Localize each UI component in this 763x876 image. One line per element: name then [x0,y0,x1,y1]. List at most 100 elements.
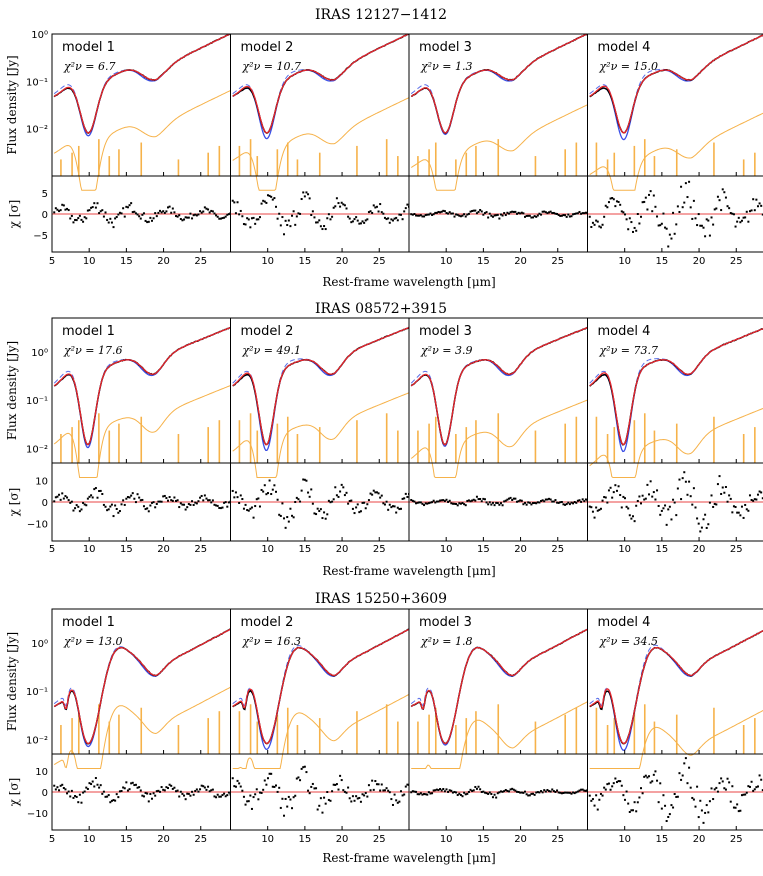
residual-point [578,210,581,213]
x-tick-label: 10 [83,834,96,845]
residual-point [659,224,662,227]
residual-point [480,210,483,213]
residual-point [348,217,351,220]
residual-point [390,798,393,801]
residual-point [78,510,81,513]
residual-point [366,503,369,506]
residual-point [559,214,562,217]
x-tick-label: 15 [656,544,669,555]
residual-point [107,508,110,511]
panel-plot-area [230,34,409,236]
residual-point [445,498,448,501]
residual-point [382,789,385,792]
panel-plot-area [52,34,231,229]
residual-point [644,774,647,777]
residual-point [88,209,91,212]
component-curve [411,701,588,769]
residual-point [210,789,213,792]
residual-point [525,503,528,506]
residual-point [205,207,208,210]
x-tick-label: 15 [120,544,133,555]
residual-point [697,213,700,216]
component-curve [232,694,409,769]
residual-point [348,500,351,503]
residual-point [707,219,710,222]
x-tick-label: 15 [656,834,669,845]
residual-point [286,516,289,519]
residual-point [483,791,486,794]
residual-point [649,190,652,193]
residual-point [396,506,399,509]
residual-point [207,499,210,502]
residual-point [353,218,356,221]
residual-point [361,793,364,796]
residual-point [210,209,213,212]
residual-point [292,796,295,799]
residual-point [234,491,237,494]
residual-point [187,792,190,795]
residual-point [728,781,731,784]
fit-red-curve [589,34,763,134]
residual-point [704,811,707,814]
residual-point [101,209,104,212]
residual-point [603,496,606,499]
residual-point [456,504,459,507]
residual-point [179,217,182,220]
residual-point [474,209,477,212]
residual-point [263,484,266,487]
residual-point [680,185,683,188]
residual-point [567,501,570,504]
chi-tick-label: 0 [42,210,48,221]
residual-point [187,216,190,219]
residual-point [506,789,509,792]
flux-tick-label: 10⁻¹ [26,77,48,88]
residual-point [254,793,257,796]
residual-point [375,491,378,494]
residual-point [434,501,437,504]
residual-point [707,811,710,814]
residual-point [247,800,250,803]
fit-red-curve [410,628,588,745]
residual-point [355,795,358,798]
residual-point [652,491,655,494]
residual-point [223,792,226,795]
residual-point [194,213,197,216]
residual-point [278,786,281,789]
fit-red-curve [589,327,763,446]
residual-point [266,492,269,495]
ylabel-chi: χ [σ] [7,200,21,229]
residual-point [340,779,343,782]
residual-point [636,499,639,502]
residual-point [335,197,338,200]
residual-point [628,514,631,517]
residual-point [623,798,626,801]
residual-point [583,500,586,503]
fit-red-curve [53,34,231,134]
residual-point [186,506,189,509]
residual-point [419,214,422,217]
residual-point [302,766,305,769]
residual-point [652,194,655,197]
residual-point [331,790,334,793]
component-curve [232,392,409,478]
residual-point [471,499,474,502]
residual-point [670,518,673,521]
residual-point [533,793,536,796]
residual-point [152,792,155,795]
residual-point [599,507,602,510]
residual-point [53,784,56,787]
residual-point [501,790,504,793]
residual-point [601,223,604,226]
residual-point [146,507,149,510]
residual-point [681,206,684,209]
residual-point [366,218,369,221]
residual-point [258,505,261,508]
residual-point [98,212,101,215]
residual-point [676,205,679,208]
residual-point [102,790,105,793]
residual-point [528,794,531,797]
residual-point [211,210,214,213]
x-tick-label: 10 [261,834,274,845]
residual-point [556,212,559,215]
residual-point [326,513,329,516]
